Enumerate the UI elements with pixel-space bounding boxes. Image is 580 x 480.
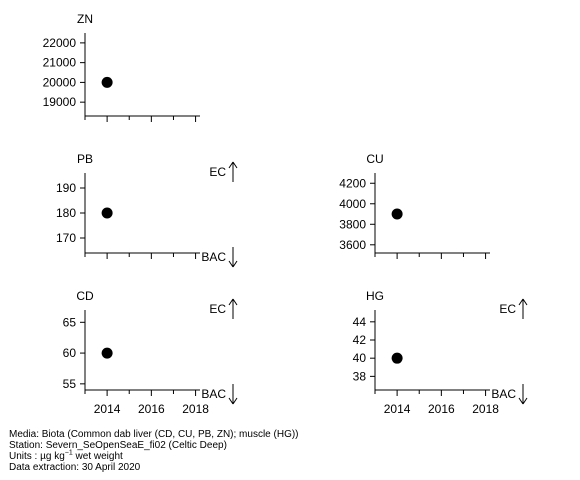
x-tick-label: 2014 [94, 402, 121, 416]
data-point [101, 76, 113, 88]
y-tick-label: 42 [353, 333, 367, 347]
bac-marker-label: BAC [201, 387, 226, 401]
data-point [391, 208, 403, 220]
data-point [391, 352, 403, 364]
y-tick-label: 19000 [43, 95, 77, 109]
arrow-down-icon [518, 384, 528, 405]
panel-cu: CU 3600 3800 4000 4200 [339, 152, 490, 259]
panel-title: ZN [77, 12, 93, 26]
x-tick-label: 2018 [182, 402, 209, 416]
ec-marker-label: EC [209, 302, 226, 316]
chart-area: ZN 19000 20000 21000 22000 PB 170 180 190 EC BAC CU… [43, 12, 528, 416]
y-tick-label: 4000 [339, 197, 366, 211]
y-tick-label: 21000 [43, 56, 77, 70]
y-tick-label: 3800 [339, 217, 366, 231]
y-tick-label: 20000 [43, 75, 77, 89]
y-tick-label: 65 [63, 315, 77, 329]
data-point [101, 347, 113, 359]
x-tick-label: 2014 [384, 402, 411, 416]
arrow-down-icon [228, 384, 238, 405]
chart-footer: Media: Biota (Common dab liver (CD, CU, … [9, 429, 299, 473]
y-tick-label: 22000 [43, 36, 77, 50]
y-tick-label: 180 [56, 206, 76, 220]
y-tick-label: 3600 [339, 238, 366, 252]
panel-title: CU [366, 152, 383, 166]
footer-station: Station: Severn_SeOpenSeaE_fi02 (Celtic … [9, 440, 227, 451]
bac-marker-label: BAC [201, 250, 226, 264]
panel-title: CD [76, 289, 94, 303]
footer-units-suffix: wet weight [72, 451, 123, 462]
panel-cd: CD 55 60 65 2014 2016 2018 EC BAC [63, 289, 238, 416]
footer-extraction: Data extraction: 30 April 2020 [9, 462, 141, 473]
x-tick-label: 2016 [138, 402, 165, 416]
arrow-down-icon [228, 247, 238, 268]
bac-marker-label: BAC [491, 387, 516, 401]
x-tick-label: 2018 [472, 402, 499, 416]
footer-units-prefix: Units : µg kg [9, 451, 65, 462]
footer-units: Units : µg kg−1 wet weight [9, 449, 299, 462]
footer-units-exponent: −1 [64, 449, 73, 457]
panel-title: HG [366, 289, 384, 303]
ec-marker-label: EC [209, 165, 226, 179]
y-tick-label: 40 [353, 351, 367, 365]
panel-hg: HG 38 40 42 44 2014 2016 2018 EC BAC [353, 289, 528, 416]
footer-media: Media: Biota (Common dab liver (CD, CU, … [9, 429, 299, 440]
y-tick-label: 190 [56, 181, 76, 195]
y-tick-label: 38 [353, 369, 367, 383]
data-point [101, 207, 113, 219]
x-tick-label: 2016 [428, 402, 455, 416]
panel-zn: ZN 19000 20000 21000 22000 [43, 12, 200, 122]
arrow-up-icon [228, 161, 238, 182]
arrow-up-icon [518, 298, 528, 319]
y-tick-label: 44 [353, 315, 367, 329]
panel-title: PB [77, 152, 93, 166]
arrow-up-icon [228, 298, 238, 319]
ec-marker-label: EC [499, 302, 516, 316]
panel-pb: PB 170 180 190 EC BAC [56, 152, 238, 268]
y-tick-label: 55 [63, 377, 77, 391]
y-tick-label: 60 [63, 346, 77, 360]
y-tick-label: 170 [56, 231, 76, 245]
y-tick-label: 4200 [339, 176, 366, 190]
